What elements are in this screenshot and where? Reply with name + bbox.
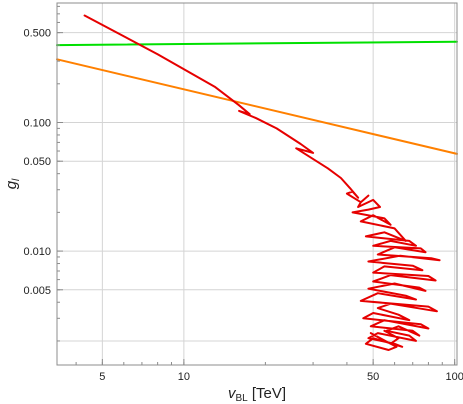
x-tick-label: 100 bbox=[445, 371, 463, 383]
x-tick-label: 10 bbox=[178, 371, 190, 383]
x-axis-title-sub: BL bbox=[235, 393, 248, 404]
y-axis-ticks: 0.500 0.100 0.050 0.010 0.005 bbox=[23, 5, 63, 342]
plot-frame bbox=[56, 2, 458, 366]
y-tick-label: 0.005 bbox=[23, 285, 51, 297]
x-axis-ticks: 5 10 50 100 bbox=[75, 359, 463, 383]
y-tick-label: 0.500 bbox=[23, 28, 51, 40]
series-line-1 bbox=[56, 40, 458, 47]
x-tick-label: 5 bbox=[99, 371, 105, 383]
plot-border bbox=[56, 2, 458, 366]
x-axis-title-unit: [TeV] bbox=[248, 385, 286, 402]
series-line-3 bbox=[83, 14, 441, 351]
x-axis-title-main: v bbox=[228, 385, 237, 402]
y-tick-label: 0.050 bbox=[23, 156, 51, 168]
series-layer bbox=[56, 14, 458, 351]
y-tick-label: 0.100 bbox=[23, 118, 51, 130]
x-tick-label: 50 bbox=[367, 371, 379, 383]
series-line-2 bbox=[56, 58, 458, 155]
y-axis-title: gl bbox=[3, 178, 22, 189]
y-axis-title-main: g bbox=[3, 180, 20, 189]
grid bbox=[57, 3, 457, 365]
plot-background bbox=[57, 3, 457, 365]
y-tick-label: 0.010 bbox=[23, 246, 51, 258]
y-axis-title-sub: l bbox=[11, 178, 22, 181]
x-axis-title: vBL [TeV] bbox=[228, 385, 286, 404]
